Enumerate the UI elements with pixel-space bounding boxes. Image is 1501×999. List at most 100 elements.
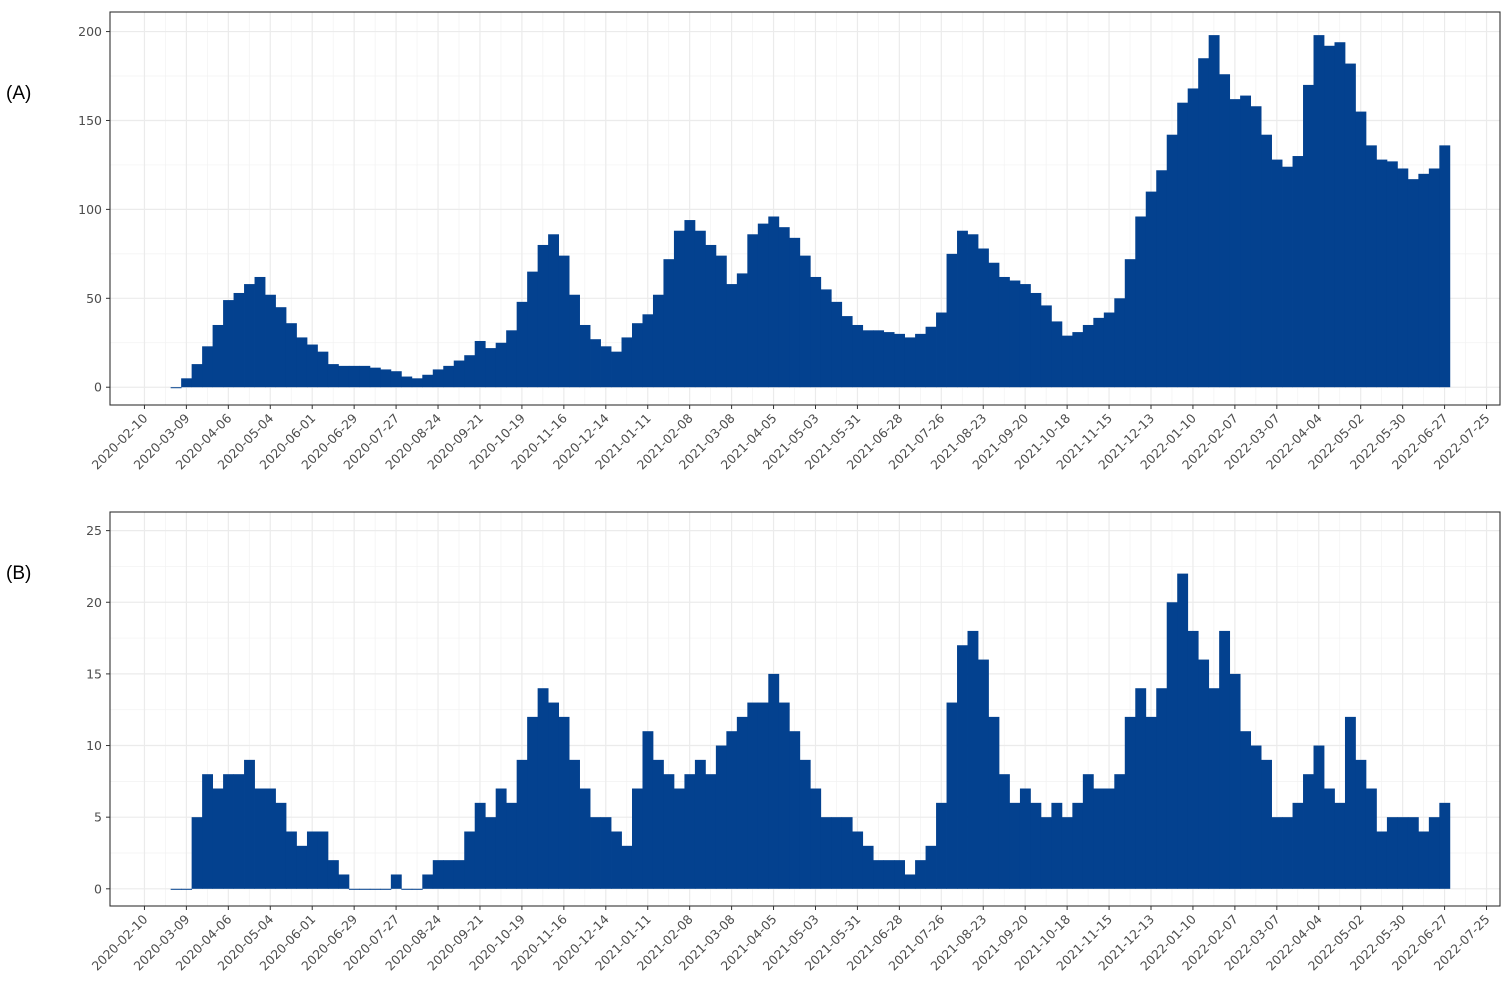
bar — [348, 888, 360, 890]
bar — [1439, 145, 1451, 388]
bar — [967, 234, 979, 388]
bar — [306, 344, 318, 388]
bar — [1334, 802, 1346, 889]
bar — [873, 860, 885, 889]
bar — [810, 788, 822, 889]
bar — [642, 731, 654, 889]
bar — [254, 276, 266, 388]
bar — [432, 369, 444, 388]
y-tick-label: 0 — [94, 380, 102, 395]
bar — [317, 351, 329, 388]
bar — [390, 371, 402, 388]
bar — [1009, 280, 1021, 388]
bar — [747, 234, 759, 388]
bar — [380, 369, 392, 388]
bar — [1303, 774, 1314, 889]
bar — [527, 716, 539, 889]
bar — [1135, 216, 1147, 388]
bar — [1407, 817, 1419, 889]
bar — [600, 817, 612, 889]
bar — [569, 759, 580, 889]
bar — [715, 255, 727, 388]
bar — [611, 831, 622, 889]
bar — [579, 788, 591, 889]
bar — [736, 716, 748, 889]
bar — [705, 244, 717, 388]
bar — [191, 817, 203, 889]
bar — [631, 323, 643, 388]
bar — [359, 888, 371, 890]
bar — [1219, 630, 1231, 889]
bar — [275, 802, 287, 889]
bar — [810, 276, 822, 388]
bar — [925, 845, 937, 889]
bar — [1229, 99, 1241, 388]
bar — [915, 860, 926, 889]
bar — [1208, 35, 1220, 388]
bar — [978, 659, 989, 889]
bar — [516, 301, 528, 388]
bar — [663, 774, 675, 889]
bar — [1051, 802, 1063, 889]
bar — [936, 802, 947, 889]
bar — [1271, 159, 1283, 388]
bar — [558, 716, 570, 889]
bar — [495, 342, 507, 388]
bar — [904, 337, 916, 388]
bar — [1030, 292, 1042, 388]
bar — [244, 759, 255, 889]
bar — [726, 284, 738, 388]
bar — [306, 831, 318, 889]
bar — [411, 378, 423, 388]
bar — [317, 831, 329, 889]
bar — [967, 630, 979, 889]
bar — [1292, 802, 1304, 889]
bar — [1208, 688, 1220, 889]
bar — [957, 645, 968, 889]
bar — [1145, 716, 1157, 889]
bar — [233, 292, 245, 388]
bar — [852, 324, 864, 388]
bar — [736, 273, 748, 388]
bar — [820, 289, 832, 388]
bar — [558, 255, 570, 388]
bar — [915, 333, 926, 388]
bar — [1124, 259, 1136, 388]
y-tick-label: 15 — [86, 666, 102, 681]
bar — [663, 259, 675, 388]
bar — [380, 888, 392, 890]
y-tick-label: 5 — [94, 810, 102, 825]
bar — [443, 860, 455, 889]
bar — [778, 702, 790, 889]
bar — [1187, 630, 1199, 889]
bar — [296, 845, 308, 889]
bar — [621, 337, 633, 388]
bar — [946, 702, 958, 889]
bar — [1376, 159, 1388, 388]
bar — [831, 817, 843, 889]
bar — [1145, 191, 1157, 388]
bar — [1344, 63, 1356, 388]
bar — [1303, 84, 1314, 388]
bar — [1428, 817, 1440, 889]
bar — [202, 346, 214, 388]
bar — [548, 702, 560, 889]
bar — [537, 244, 549, 388]
bar — [799, 759, 811, 889]
bar — [1166, 134, 1178, 388]
bar — [1030, 802, 1042, 889]
bar — [1082, 324, 1094, 388]
bar — [757, 223, 769, 388]
bar — [1397, 817, 1409, 889]
bar — [453, 360, 465, 388]
bar — [1261, 134, 1272, 388]
bar — [1156, 688, 1168, 889]
bar — [1124, 716, 1136, 889]
bar — [527, 271, 539, 388]
bar — [453, 860, 465, 889]
bar — [1103, 788, 1115, 889]
bar — [894, 860, 906, 889]
bar — [978, 248, 989, 388]
bar — [590, 817, 601, 889]
y-tick-label: 0 — [94, 881, 102, 896]
